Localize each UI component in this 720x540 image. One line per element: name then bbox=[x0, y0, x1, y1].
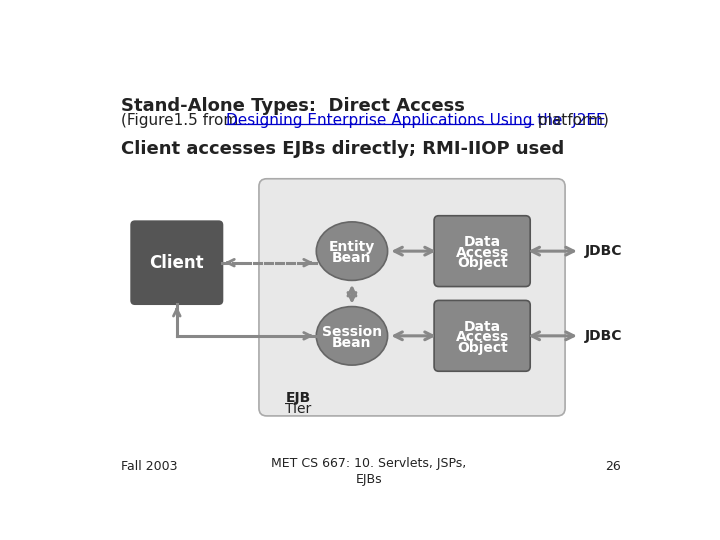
Text: MET CS 667: 10. Servlets, JSPs,
EJBs: MET CS 667: 10. Servlets, JSPs, EJBs bbox=[271, 457, 467, 485]
Text: Object: Object bbox=[456, 256, 508, 271]
Text: platform): platform) bbox=[534, 113, 609, 129]
Text: Stand-Alone Types:  Direct Access: Stand-Alone Types: Direct Access bbox=[121, 97, 465, 115]
Ellipse shape bbox=[316, 307, 387, 365]
Text: Bean: Bean bbox=[332, 336, 372, 350]
Text: Session: Session bbox=[322, 325, 382, 339]
FancyBboxPatch shape bbox=[434, 300, 530, 372]
Text: Client: Client bbox=[150, 254, 204, 272]
Text: Access: Access bbox=[456, 246, 509, 260]
Text: EJB: EJB bbox=[285, 392, 310, 406]
Text: 26: 26 bbox=[605, 460, 621, 473]
Text: JDBC: JDBC bbox=[585, 244, 622, 258]
Text: Designing Enterprise Applications Using the  J2EE: Designing Enterprise Applications Using … bbox=[225, 113, 606, 129]
FancyBboxPatch shape bbox=[130, 220, 223, 305]
Text: Bean: Bean bbox=[332, 251, 372, 265]
Text: (Figure1.5 from: (Figure1.5 from bbox=[121, 113, 243, 129]
Text: Entity: Entity bbox=[329, 240, 375, 254]
Text: Data: Data bbox=[464, 235, 500, 249]
Text: Data: Data bbox=[464, 320, 500, 334]
FancyBboxPatch shape bbox=[259, 179, 565, 416]
Text: Object: Object bbox=[456, 341, 508, 355]
Ellipse shape bbox=[316, 222, 387, 280]
Text: Tier: Tier bbox=[285, 402, 312, 416]
Text: Client accesses EJBs directly; RMI-IIOP used: Client accesses EJBs directly; RMI-IIOP … bbox=[121, 140, 564, 158]
FancyBboxPatch shape bbox=[434, 215, 530, 287]
Text: Access: Access bbox=[456, 330, 509, 345]
Text: JDBC: JDBC bbox=[585, 329, 622, 343]
Text: Fall 2003: Fall 2003 bbox=[121, 460, 178, 473]
